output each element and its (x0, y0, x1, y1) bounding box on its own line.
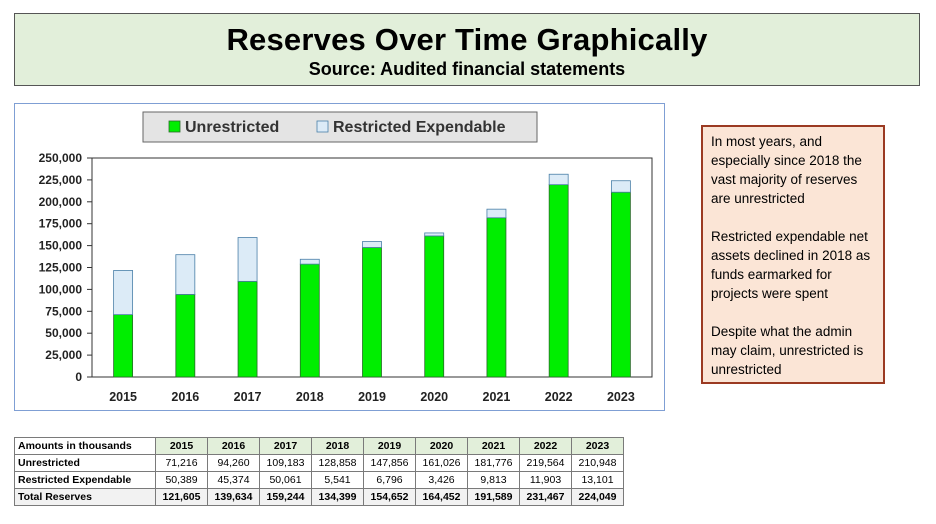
table-cell: 219,564 (519, 454, 572, 472)
y-tick-label: 50,000 (45, 326, 82, 340)
bar-unrestricted (424, 235, 445, 378)
bar-restricted-expendable (299, 258, 320, 265)
y-tick-label: 100,000 (39, 282, 83, 296)
row-label: Restricted Expendable (14, 471, 156, 489)
bar-unrestricted (175, 294, 196, 378)
table-total-cell: 154,652 (363, 488, 416, 506)
bar-unrestricted (362, 247, 382, 378)
table-cell: 128,858 (311, 454, 364, 472)
page-subtitle: Source: Audited financial statements (308, 59, 626, 79)
table-year: 2021 (467, 437, 520, 455)
table-cell: 3,426 (415, 471, 468, 489)
table-header-row: Amounts in thousands 2015 2016 2017 2018… (14, 437, 624, 455)
legend-label-unrestricted: Unrestricted (185, 119, 279, 136)
bar-restricted-expendable (424, 232, 445, 237)
title-box: Reserves Over Time Graphically Source: A… (14, 13, 920, 86)
bar-unrestricted (299, 263, 320, 378)
x-tick-label: 2020 (420, 390, 448, 404)
table-cell: 161,026 (415, 454, 468, 472)
reserves-chart: 0 25,000 50,000 75,000 100,000 125,000 150,000… (39, 111, 653, 404)
bar-restricted-expendable (610, 180, 631, 193)
bar-unrestricted (486, 217, 507, 378)
table-cell: 147,856 (363, 454, 416, 472)
bar-restricted-expendable (237, 237, 258, 282)
bar-restricted-expendable (548, 173, 569, 186)
total-label: Total Reserves (14, 488, 156, 506)
y-tick-label: 25,000 (45, 348, 82, 362)
table-year: 2017 (259, 437, 312, 455)
note-3: Despite what the admin may claim, unrest… (711, 324, 864, 377)
x-tick-label: 2015 (109, 390, 137, 404)
legend-box (142, 111, 538, 143)
table-cell: 11,903 (519, 471, 572, 489)
x-tick-label: 2023 (607, 390, 635, 404)
x-tick-label: 2018 (296, 390, 324, 404)
table-year: 2016 (207, 437, 260, 455)
x-tick-label: 2016 (171, 390, 199, 404)
note-2: Restricted expendable net assets decline… (711, 229, 871, 301)
y-tick-label: 125,000 (39, 261, 83, 275)
table-total-row: Total Reserves 121,605 139,634 159,244 1… (14, 488, 624, 506)
table-header-label: Amounts in thousands (14, 437, 156, 455)
page-title: Reserves Over Time Graphically (226, 22, 708, 57)
table-cell: 6,796 (363, 471, 416, 489)
table-year: 2015 (155, 437, 208, 455)
table-year: 2019 (363, 437, 416, 455)
table-cell: 50,389 (155, 471, 208, 489)
y-tick-label: 0 (75, 370, 82, 384)
y-tick-label: 250,000 (39, 151, 83, 165)
legend-label-restricted-expendable: Restricted Expendable (333, 119, 506, 136)
table-total-cell: 121,605 (155, 488, 208, 506)
bar-unrestricted (237, 280, 258, 378)
bar-restricted-expendable (486, 208, 507, 219)
table-row: Unrestricted 71,216 94,260 109,183 128,8… (14, 454, 624, 472)
bar-unrestricted (610, 191, 631, 378)
table-total-cell: 231,467 (519, 488, 572, 506)
table-cell: 13,101 (571, 471, 624, 489)
table-year: 2023 (571, 437, 624, 455)
table-cell: 210,948 (571, 454, 624, 472)
reserves-table: Amounts in thousands 2015 2016 2017 2018… (14, 437, 624, 506)
legend-swatch-unrestricted (168, 120, 181, 133)
table-cell: 94,260 (207, 454, 260, 472)
legend-swatch-restricted-expendable (316, 120, 329, 133)
x-tick-label: 2017 (234, 390, 262, 404)
y-tick-label: 175,000 (39, 217, 83, 231)
bar-restricted-expendable (362, 241, 382, 248)
y-tick-label: 75,000 (45, 304, 82, 318)
table-cell: 45,374 (207, 471, 260, 489)
table-row: Restricted Expendable 50,389 45,374 50,0… (14, 471, 624, 489)
x-tick-label: 2022 (545, 390, 573, 404)
y-tick-label: 225,000 (39, 173, 83, 187)
table-cell: 50,061 (259, 471, 312, 489)
note-1: In most years, and especially since 2018… (711, 134, 862, 206)
table-cell: 9,813 (467, 471, 520, 489)
y-tick-label: 200,000 (39, 195, 83, 209)
notes-box: In most years, and especially since 2018… (701, 125, 885, 384)
bar-unrestricted (113, 314, 134, 378)
table-year: 2022 (519, 437, 572, 455)
table-total-cell: 164,452 (415, 488, 468, 506)
bar-unrestricted (548, 184, 569, 378)
chart-area: 0 25,000 50,000 75,000 100,000 125,000 150,000… (14, 103, 665, 411)
x-tick-label: 2021 (483, 390, 511, 404)
table-cell: 71,216 (155, 454, 208, 472)
table-cell: 5,541 (311, 471, 364, 489)
table-cell: 181,776 (467, 454, 520, 472)
table-cell: 109,183 (259, 454, 312, 472)
x-tick-label: 2019 (358, 390, 386, 404)
row-label: Unrestricted (14, 454, 156, 472)
table-total-cell: 134,399 (311, 488, 364, 506)
table-year: 2018 (311, 437, 364, 455)
table-total-cell: 191,589 (467, 488, 520, 506)
bar-restricted-expendable (113, 270, 134, 316)
table-total-cell: 224,049 (571, 488, 624, 506)
table-total-cell: 159,244 (259, 488, 312, 506)
bar-restricted-expendable (175, 254, 196, 295)
table-total-cell: 139,634 (207, 488, 260, 506)
y-tick-label: 150,000 (39, 239, 83, 253)
table-year: 2020 (415, 437, 468, 455)
